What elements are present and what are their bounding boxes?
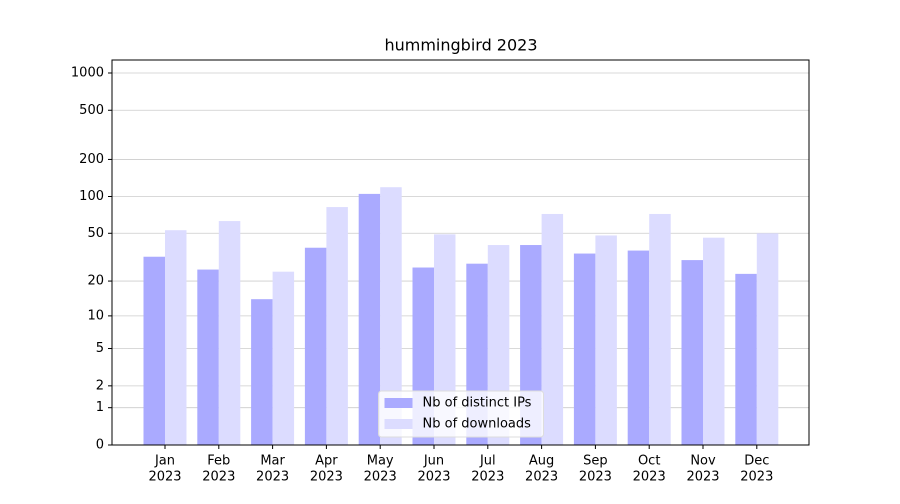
x-tick-label: 2023 (202, 470, 235, 485)
bar (197, 269, 219, 445)
y-tick-label: 0 (96, 438, 104, 453)
legend: Nb of distinct IPs Nb of downloads (378, 390, 544, 438)
bar (681, 260, 703, 445)
chart-title: hummingbird 2023 (384, 36, 537, 55)
plot-frame (111, 59, 810, 446)
x-tick-label: 2023 (633, 470, 666, 485)
x-tick-label: 2023 (148, 470, 181, 485)
y-tick-label: 20 (87, 274, 104, 289)
x-tick-label: Jun (423, 454, 444, 469)
bar (756, 233, 779, 445)
legend-swatch (384, 419, 413, 429)
bar (703, 237, 725, 445)
x-tick-label: Aug (529, 454, 554, 469)
bar (380, 187, 402, 445)
bar (143, 256, 165, 445)
x-tick-label: Mar (260, 454, 285, 469)
x-tick-label: Nov (690, 454, 716, 469)
y-tick-label: 200 (79, 152, 104, 167)
x-tick-label: Sep (583, 454, 608, 469)
bar (627, 250, 650, 445)
bar (649, 213, 671, 445)
legend-label: Nb of downloads (423, 417, 532, 432)
bar (735, 273, 757, 445)
bar (272, 271, 295, 445)
x-tick-label: 2023 (417, 470, 450, 485)
bar (304, 247, 327, 445)
x-tick-label: Oct (638, 454, 660, 469)
x-tick-label: 2023 (740, 470, 773, 485)
bar (165, 230, 187, 445)
x-tick-label: 2023 (256, 470, 289, 485)
x-tick-label: 2023 (310, 470, 343, 485)
x-tick-label: Feb (207, 454, 230, 469)
x-tick-label: 2023 (686, 470, 719, 485)
x-tick-label: Jul (479, 454, 496, 469)
x-tick-label: Apr (315, 454, 338, 469)
y-tick-label: 50 (87, 226, 104, 241)
bar (251, 299, 273, 445)
bar (218, 221, 241, 445)
legend-label: Nb of distinct IPs (423, 396, 532, 411)
x-tick-label: Dec (744, 454, 769, 469)
y-tick-label: 5 (96, 341, 104, 356)
y-tick-label: 1000 (71, 65, 104, 80)
x-tick-label: 2023 (579, 470, 612, 485)
y-tick-label: 10 (87, 308, 104, 323)
x-tick-label: 2023 (525, 470, 558, 485)
bar (358, 193, 381, 445)
bar (326, 207, 348, 445)
bar (595, 235, 617, 445)
y-tick-label: 2 (96, 378, 104, 393)
bar (573, 253, 596, 445)
legend-box (378, 390, 544, 438)
y-tick-label: 1 (96, 400, 104, 415)
x-tick-label: Jan (154, 454, 175, 469)
bar (541, 213, 564, 445)
x-tick-label: 2023 (471, 470, 504, 485)
x-tick-label: May (367, 454, 394, 469)
x-tick-label: 2023 (364, 470, 397, 485)
y-tick-label: 100 (79, 189, 104, 204)
y-tick-label: 500 (79, 103, 104, 118)
legend-swatch (384, 398, 413, 408)
